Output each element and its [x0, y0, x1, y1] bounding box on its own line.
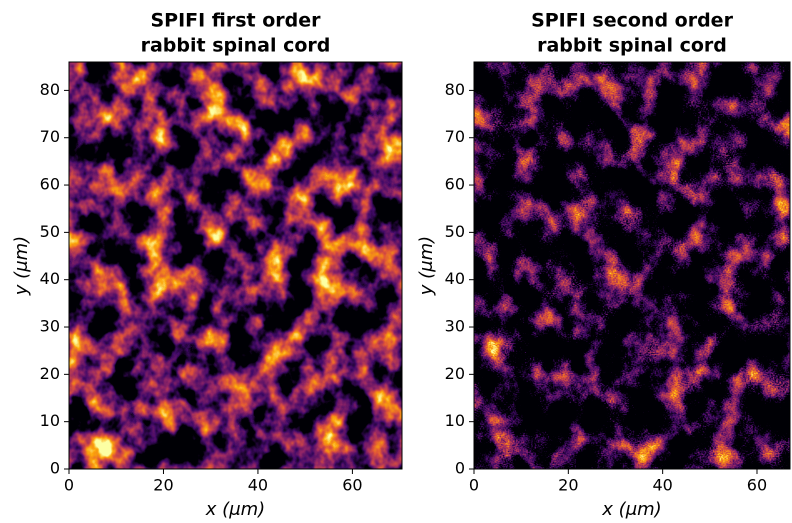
- x-tick-label: 60: [747, 476, 767, 495]
- x-tick-label: 0: [469, 476, 479, 495]
- y-tick-label: 40: [40, 269, 60, 288]
- y-tick-label: 60: [445, 175, 465, 194]
- x-tick-label: 40: [248, 476, 268, 495]
- y-axis-label: y (μm): [416, 236, 437, 296]
- y-tick-label: 70: [40, 127, 60, 146]
- chart-title: rabbit spinal cord: [141, 35, 331, 57]
- y-tick-label: 80: [40, 80, 60, 99]
- image: [474, 62, 790, 469]
- axes-frame: [473, 61, 791, 470]
- x-tick-label: 20: [558, 476, 578, 495]
- x-tick-label: 0: [64, 476, 74, 495]
- chart-title: rabbit spinal cord: [537, 35, 727, 57]
- y-tick-label: 10: [40, 411, 60, 430]
- y-tick-label: 20: [40, 364, 60, 383]
- y-tick-label: 70: [445, 127, 465, 146]
- chart-title: SPIFI second order: [531, 10, 734, 32]
- y-tick-label: 50: [40, 222, 60, 241]
- y-tick-label: 30: [40, 317, 60, 336]
- x-tick-label: 20: [153, 476, 173, 495]
- axes-frame: [68, 61, 403, 470]
- x-tick-label: 40: [652, 476, 672, 495]
- y-tick-label: 0: [50, 459, 60, 478]
- y-tick-label: 80: [445, 80, 465, 99]
- x-axis-label: x (μm): [205, 499, 265, 520]
- x-tick-label: 60: [342, 476, 362, 495]
- y-tick-label: 0: [455, 459, 465, 478]
- x-axis-label: x (μm): [601, 499, 661, 520]
- y-tick-label: 40: [445, 269, 465, 288]
- chart-title: SPIFI first order: [150, 10, 321, 32]
- y-tick-label: 10: [445, 411, 465, 430]
- image: [69, 62, 402, 469]
- y-axis-label: y (μm): [11, 236, 32, 296]
- y-tick-label: 60: [40, 175, 60, 194]
- y-tick-label: 20: [445, 364, 465, 383]
- y-tick-label: 30: [445, 317, 465, 336]
- y-tick-label: 50: [445, 222, 465, 241]
